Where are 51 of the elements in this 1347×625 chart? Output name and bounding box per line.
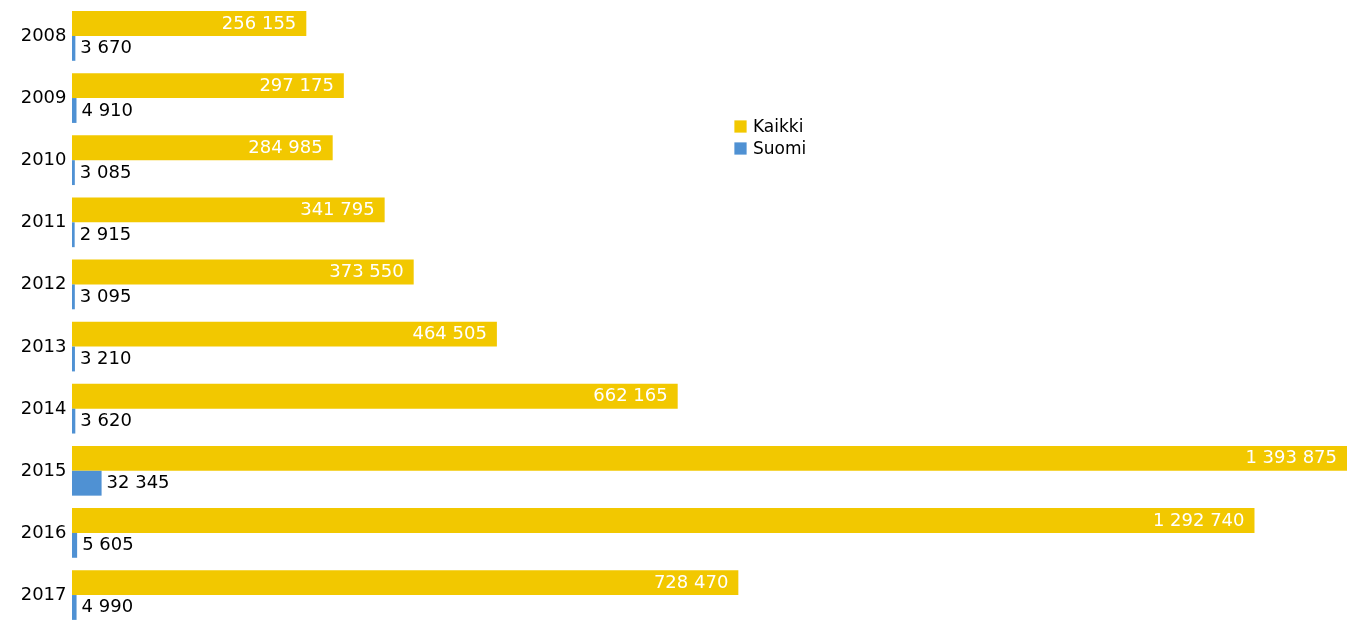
data-label: 284 985 bbox=[248, 135, 323, 157]
y-tick-label: 2013 bbox=[20, 334, 67, 356]
data-label: 297 175 bbox=[259, 73, 334, 95]
data-label: 728 470 bbox=[653, 570, 729, 592]
bar bbox=[72, 284, 75, 310]
bar bbox=[72, 11, 307, 36]
bar bbox=[72, 73, 344, 99]
bar bbox=[72, 35, 76, 61]
data-label: 464 505 bbox=[412, 322, 487, 344]
bar bbox=[72, 570, 739, 596]
data-label: 3 210 bbox=[79, 346, 132, 368]
legend-label: Kaikki bbox=[753, 115, 804, 136]
bar bbox=[72, 408, 76, 434]
data-label: 4 990 bbox=[81, 595, 134, 617]
bar bbox=[72, 445, 1347, 471]
bar bbox=[72, 321, 497, 347]
bar bbox=[72, 532, 78, 558]
y-tick-label: 2017 bbox=[20, 583, 67, 605]
data-label: 373 550 bbox=[329, 260, 404, 282]
bar bbox=[72, 160, 75, 186]
data-label: 5 605 bbox=[82, 533, 134, 555]
legend-label: Suomi bbox=[753, 137, 807, 158]
y-tick-label: 2011 bbox=[20, 210, 67, 232]
data-label: 662 165 bbox=[593, 384, 668, 406]
data-label: 4 910 bbox=[81, 98, 134, 120]
y-tick-label: 2012 bbox=[20, 272, 67, 294]
data-label: 3 085 bbox=[79, 160, 132, 182]
data-label: 3 670 bbox=[80, 36, 132, 58]
bar bbox=[72, 222, 75, 248]
data-label: 1 393 875 bbox=[1245, 446, 1337, 468]
bar bbox=[72, 259, 414, 285]
bar bbox=[72, 135, 333, 161]
y-tick-label: 2009 bbox=[20, 86, 67, 108]
data-label: 32 345 bbox=[106, 471, 170, 493]
bar bbox=[72, 595, 77, 620]
data-label: 1 292 740 bbox=[1152, 508, 1245, 530]
data-label: 3 620 bbox=[80, 409, 132, 431]
y-tick-label: 2008 bbox=[20, 23, 67, 45]
data-label: 3 095 bbox=[79, 284, 132, 306]
data-label: 2 915 bbox=[79, 222, 132, 244]
y-tick-label: 2014 bbox=[20, 396, 67, 418]
bar bbox=[72, 470, 102, 496]
data-label: 341 795 bbox=[300, 197, 375, 219]
bar bbox=[72, 197, 385, 223]
y-tick-label: 2015 bbox=[20, 458, 67, 480]
y-tick-label: 2010 bbox=[20, 148, 67, 170]
y-tick-label: 2016 bbox=[20, 520, 67, 542]
bar bbox=[72, 383, 678, 409]
data-label: 256 155 bbox=[221, 11, 297, 33]
bar bbox=[72, 346, 75, 372]
bar bbox=[72, 508, 1255, 533]
